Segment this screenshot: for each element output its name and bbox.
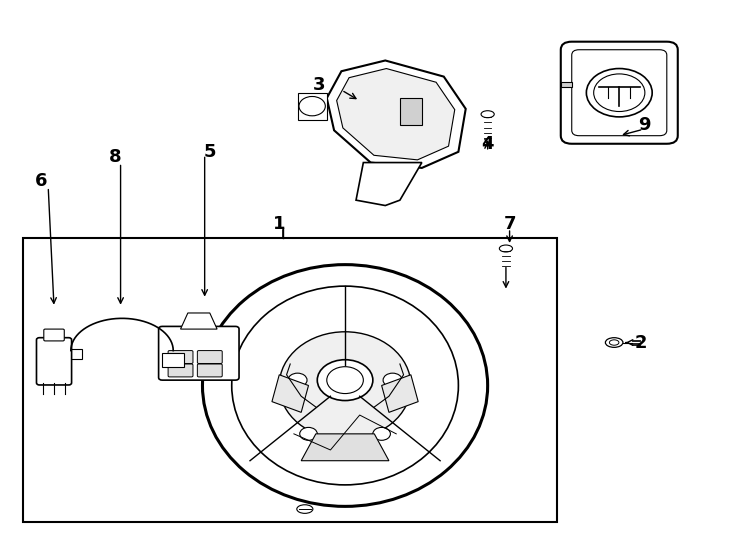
Polygon shape xyxy=(297,93,327,119)
Circle shape xyxy=(299,427,317,440)
Polygon shape xyxy=(327,60,465,168)
Ellipse shape xyxy=(203,265,487,507)
Polygon shape xyxy=(356,163,422,206)
Polygon shape xyxy=(301,434,389,461)
Text: 8: 8 xyxy=(109,148,121,166)
Circle shape xyxy=(299,97,325,116)
Ellipse shape xyxy=(609,340,619,345)
Polygon shape xyxy=(382,375,418,413)
FancyBboxPatch shape xyxy=(561,42,677,144)
Polygon shape xyxy=(561,82,572,87)
FancyBboxPatch shape xyxy=(159,326,239,380)
Text: 5: 5 xyxy=(203,143,216,161)
Polygon shape xyxy=(400,98,422,125)
FancyBboxPatch shape xyxy=(168,350,193,363)
FancyBboxPatch shape xyxy=(168,364,193,377)
Polygon shape xyxy=(272,375,308,413)
Circle shape xyxy=(383,373,402,387)
Text: 9: 9 xyxy=(639,116,651,134)
Polygon shape xyxy=(181,313,217,329)
Text: 7: 7 xyxy=(504,215,516,233)
Ellipse shape xyxy=(481,111,494,118)
FancyBboxPatch shape xyxy=(37,338,72,385)
Ellipse shape xyxy=(606,338,623,347)
Text: 1: 1 xyxy=(273,215,286,233)
Ellipse shape xyxy=(279,332,411,439)
Circle shape xyxy=(317,360,373,401)
Polygon shape xyxy=(337,69,455,160)
Ellipse shape xyxy=(499,245,512,252)
FancyBboxPatch shape xyxy=(64,349,81,359)
Ellipse shape xyxy=(232,286,459,485)
FancyBboxPatch shape xyxy=(197,364,222,377)
Circle shape xyxy=(327,367,363,394)
Circle shape xyxy=(373,427,390,440)
Text: 4: 4 xyxy=(482,135,494,153)
Text: 6: 6 xyxy=(35,172,48,191)
FancyBboxPatch shape xyxy=(44,329,65,341)
FancyBboxPatch shape xyxy=(162,353,184,367)
Text: 3: 3 xyxy=(313,76,326,93)
FancyBboxPatch shape xyxy=(572,50,666,136)
FancyBboxPatch shape xyxy=(197,350,222,363)
Circle shape xyxy=(288,373,307,387)
Circle shape xyxy=(594,74,645,112)
Text: 2: 2 xyxy=(635,334,647,352)
Circle shape xyxy=(586,69,653,117)
Ellipse shape xyxy=(297,505,313,514)
